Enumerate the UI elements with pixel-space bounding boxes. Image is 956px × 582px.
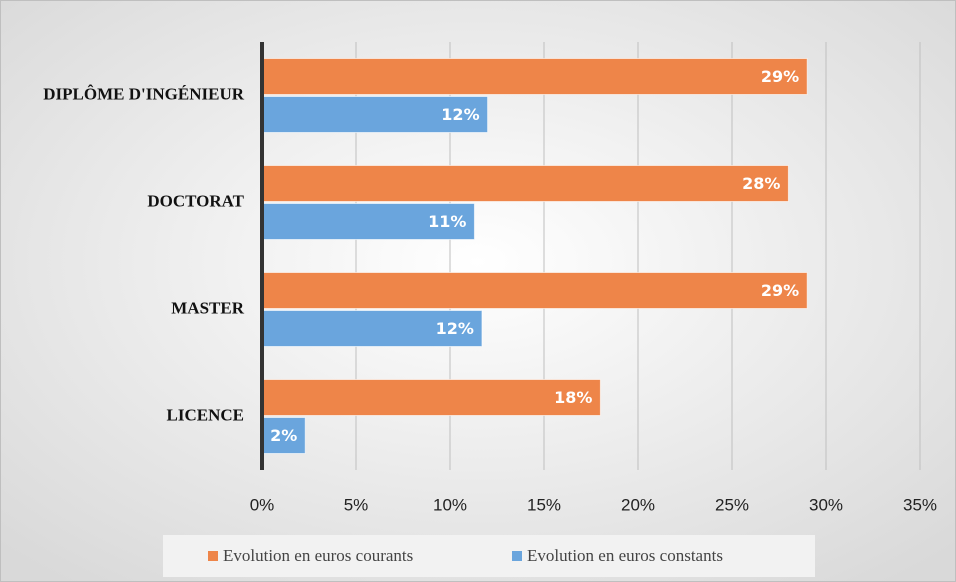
- data-label: 29%: [761, 281, 799, 300]
- x-tick-label: 25%: [715, 495, 749, 514]
- x-tick-label: 35%: [903, 495, 937, 514]
- legend-swatch: [208, 551, 218, 561]
- bar: [261, 379, 601, 416]
- legend-label: Evolution en euros courants: [223, 546, 413, 565]
- data-label: 12%: [436, 319, 474, 338]
- bar: [261, 165, 789, 202]
- data-label: 11%: [428, 212, 466, 231]
- category-label: DIPLÔME D'INGÉNIEUR: [43, 84, 244, 103]
- legend-label: Evolution en euros constants: [527, 546, 723, 565]
- category-label: LICENCE: [167, 405, 244, 424]
- data-label: 12%: [441, 105, 479, 124]
- bar: [261, 272, 808, 309]
- x-tick-label: 5%: [344, 495, 369, 514]
- data-label: 29%: [761, 67, 799, 86]
- category-label: DOCTORAT: [147, 191, 244, 210]
- x-tick-label: 15%: [527, 495, 561, 514]
- legend-swatch: [512, 551, 522, 561]
- x-tick-label: 10%: [433, 495, 467, 514]
- category-label: MASTER: [171, 298, 244, 317]
- bar: [261, 58, 808, 95]
- data-label: 28%: [742, 174, 780, 193]
- data-label: 18%: [554, 388, 592, 407]
- x-tick-label: 0%: [250, 495, 275, 514]
- x-tick-label: 20%: [621, 495, 655, 514]
- legend-box: [163, 535, 815, 577]
- x-tick-label: 30%: [809, 495, 843, 514]
- data-label: 2%: [270, 426, 297, 445]
